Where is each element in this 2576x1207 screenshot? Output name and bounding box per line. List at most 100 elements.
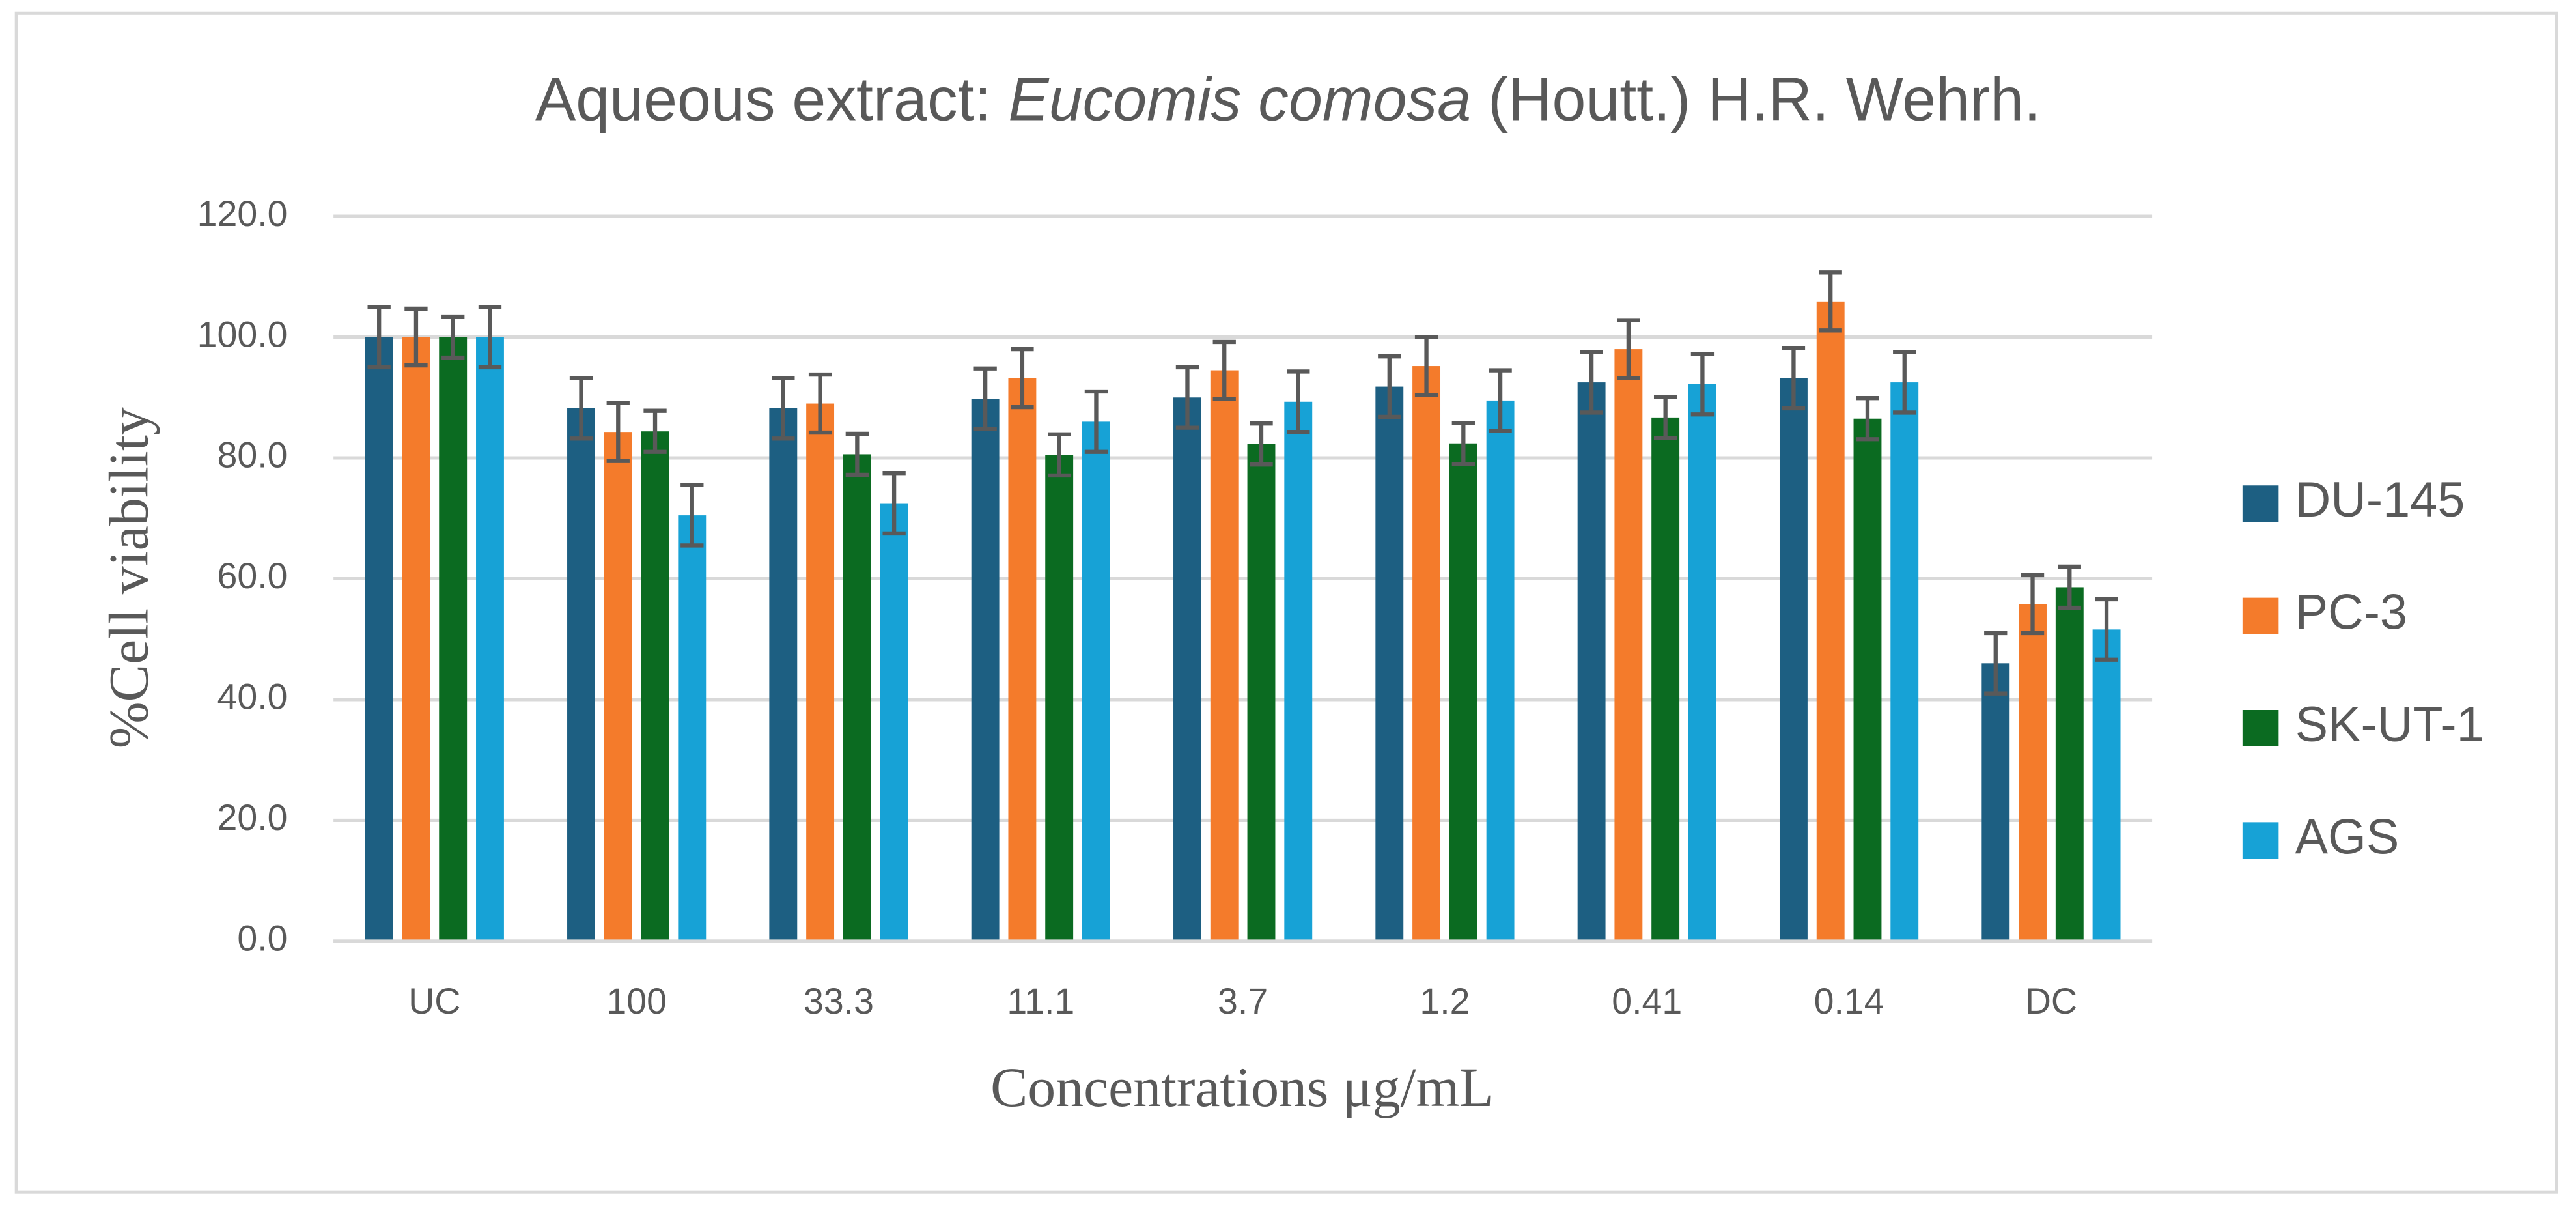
error-bar [1378, 354, 1401, 419]
bar [1486, 400, 1515, 941]
bar [476, 337, 504, 941]
bar [2019, 604, 2047, 941]
error-bar [1084, 389, 1108, 454]
error-bar [2021, 573, 2045, 636]
legend-swatch [2242, 485, 2279, 522]
title-part: Eucomis comosa [1008, 64, 1471, 133]
error-bar [1287, 369, 1310, 434]
title-part: Aqueous extract: [535, 64, 991, 133]
bar [1577, 382, 1606, 941]
y-tick-label: 80.0 [217, 435, 288, 476]
y-tick-label: 40.0 [217, 677, 288, 717]
bar [1082, 421, 1110, 941]
legend-label: PC-3 [2295, 584, 2407, 640]
error-bar [1048, 432, 1071, 478]
error-bar [1250, 421, 1273, 467]
legend-label: AGS [2295, 809, 2400, 864]
bar [604, 432, 632, 941]
bar [2092, 629, 2121, 941]
y-tick-label: 120.0 [197, 193, 288, 234]
bar [843, 454, 871, 941]
bar [567, 408, 595, 941]
bar [769, 408, 798, 941]
error-bar [478, 305, 502, 370]
bar [1375, 386, 1404, 941]
legend-swatch [2242, 597, 2279, 634]
x-tick-label: 33.3 [804, 981, 874, 1021]
bar [1284, 401, 1313, 941]
error-bar [1175, 365, 1199, 430]
y-tick-label: 100.0 [197, 314, 288, 354]
error-bar [2058, 564, 2081, 610]
bar [1210, 370, 1239, 941]
error-bar [845, 431, 869, 477]
y-tick-label: 0.0 [237, 918, 287, 958]
bar [1853, 418, 1882, 941]
error-bar [1011, 347, 1034, 410]
error-bar [606, 401, 630, 463]
legend-swatch [2242, 710, 2279, 746]
bar [1779, 378, 1808, 941]
chart-title: Aqueous extract: Eucomis comosa (Houtt.)… [535, 64, 2041, 133]
legend-label: DU-145 [2295, 472, 2465, 528]
bar [1688, 384, 1716, 941]
bar [806, 403, 835, 941]
error-bar [1893, 350, 1916, 415]
error-bar [680, 483, 704, 548]
x-tick-label: 0.41 [1612, 981, 1682, 1021]
error-bar [1690, 352, 1715, 417]
title-part: (Houtt.) H.R. Wehrh. [1488, 64, 2041, 133]
bar [439, 337, 468, 941]
bar [1981, 663, 2010, 941]
bar [678, 515, 707, 941]
error-bar [643, 408, 667, 454]
error-bar [1653, 395, 1677, 440]
error-bar [2095, 597, 2118, 662]
error-bar [1580, 350, 1603, 415]
error-bar [1984, 631, 2008, 696]
x-tick-label: 0.14 [1814, 981, 1884, 1021]
error-bar [404, 306, 428, 368]
x-tick-label: 11.1 [1007, 981, 1074, 1021]
x-axis-title: Concentrations μg/mL [990, 1056, 1493, 1118]
bar [1614, 349, 1643, 941]
error-bar [1819, 270, 1842, 333]
bar [1412, 366, 1441, 941]
x-tick-label: 100 [606, 981, 667, 1021]
error-bar [1414, 335, 1438, 397]
bar [1045, 455, 1074, 941]
bar [402, 337, 430, 941]
bar [641, 431, 669, 941]
bar [1449, 443, 1477, 941]
bar [1816, 301, 1845, 941]
error-bar [1856, 396, 1879, 442]
error-bar [1451, 421, 1475, 466]
x-tick-label: UC [408, 981, 460, 1021]
error-bar [569, 376, 593, 441]
bar [1890, 382, 1919, 941]
legend-swatch [2242, 822, 2279, 859]
bar [1651, 417, 1680, 941]
bar [1173, 397, 1201, 941]
bar [2055, 587, 2084, 941]
error-bar [1489, 368, 1512, 433]
x-tick-label: DC [2025, 981, 2077, 1021]
error-bar [973, 366, 997, 431]
bar [1008, 378, 1037, 941]
error-bar [441, 314, 465, 360]
error-bar [772, 376, 795, 441]
y-tick-label: 60.0 [217, 556, 288, 596]
x-tick-label: 1.2 [1420, 981, 1470, 1021]
bar [365, 337, 393, 941]
y-tick-label: 20.0 [217, 797, 288, 838]
error-bar [1212, 339, 1236, 401]
error-bar [1617, 318, 1640, 380]
error-bar [882, 471, 906, 536]
error-bar [367, 305, 391, 370]
bar [971, 399, 1000, 941]
error-bar [1782, 346, 1806, 411]
legend-label: SK-UT-1 [2295, 697, 2484, 752]
bar [1247, 444, 1276, 941]
